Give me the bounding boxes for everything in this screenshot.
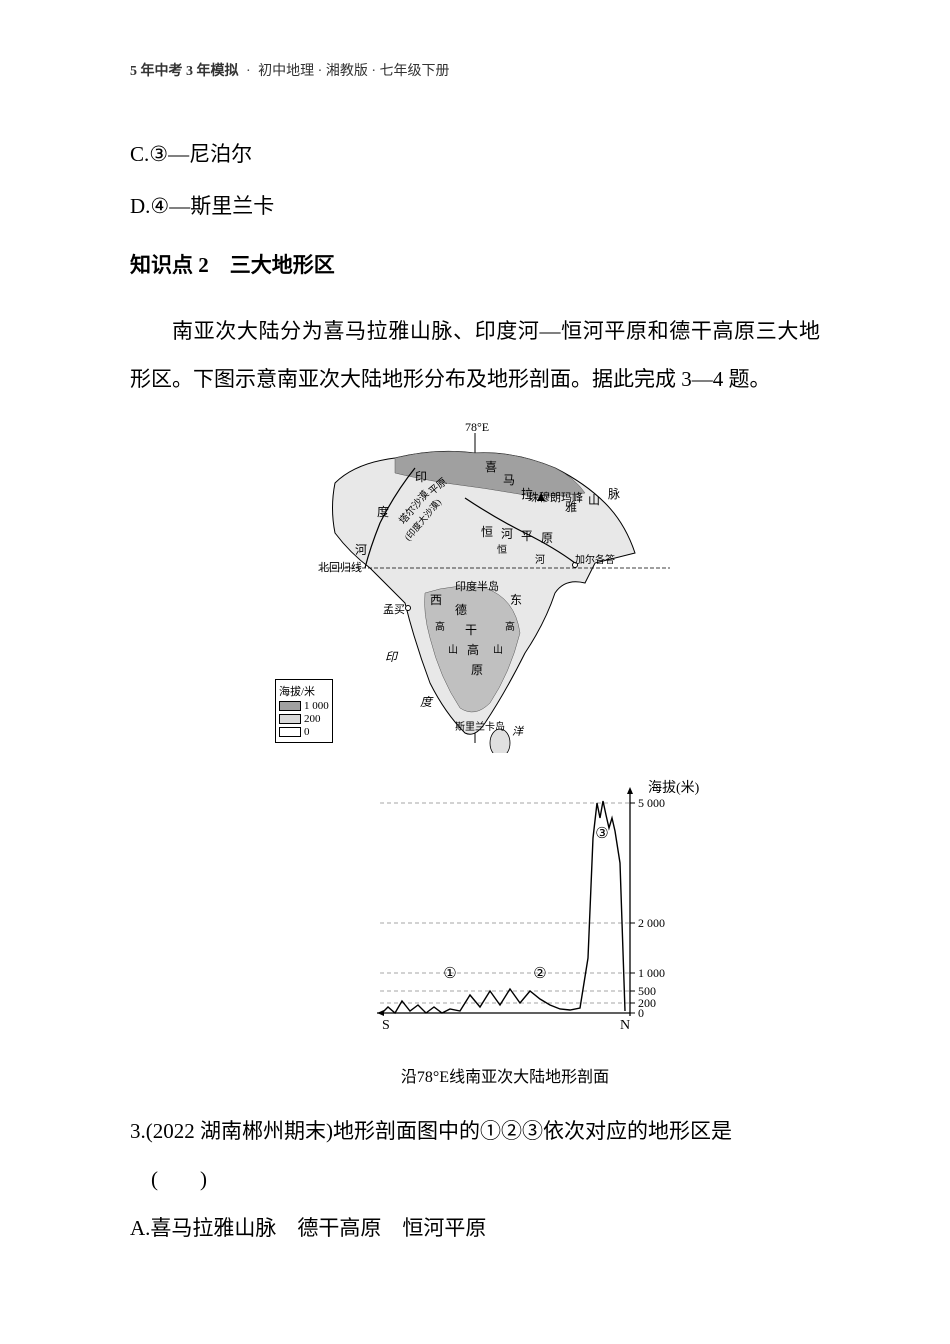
svg-text:200: 200: [638, 996, 656, 1010]
ganges-yuan: 原: [541, 529, 553, 546]
himalaya-xi: 喜: [485, 458, 497, 475]
indian-du: 度: [420, 693, 432, 710]
terrain-profile-chart: 海拔(米)02005001 0002 0005 000SN①②③: [365, 778, 705, 1058]
profile-caption: 沿78°E线南亚次大陆地形剖面: [190, 1063, 820, 1087]
svg-text:S: S: [382, 1018, 390, 1033]
ganges-he: 河: [501, 525, 513, 542]
himalaya-mai: 脉: [608, 485, 620, 502]
ganges-heng: 恒: [481, 523, 493, 540]
header-bold: 5 年中考 3 年模拟: [130, 64, 239, 79]
ghats-zhi-e: 山: [493, 641, 503, 656]
svg-text:1 000: 1 000: [638, 966, 665, 980]
east-ghats: 东: [510, 591, 522, 608]
ganges-river-heng: 恒: [497, 541, 507, 556]
deccan-gan: 干: [465, 621, 477, 638]
legend-swatch-1000: [279, 701, 301, 711]
indus-yin: 印: [415, 468, 427, 485]
ghats-zhi-w: 山: [448, 641, 458, 656]
ganges-river-he: 河: [535, 551, 545, 566]
deccan-de: 德: [455, 601, 467, 618]
question-3-bracket: ( ): [130, 1155, 820, 1203]
svg-text:2 000: 2 000: [638, 916, 665, 930]
svg-text:③: ③: [595, 826, 608, 842]
svg-text:海拔(米): 海拔(米): [648, 780, 700, 796]
profile-figure-container: 海拔(米)02005001 0002 0005 000SN①②③ 沿78°E线南…: [130, 768, 820, 1087]
header-rest: 初中地理 · 湘教版 · 七年级下册: [258, 64, 449, 79]
svg-text:500: 500: [638, 984, 656, 998]
legend-0: 0: [304, 726, 310, 738]
kolkata-label: 加尔各答: [575, 551, 615, 566]
indian-yang: 洋: [512, 723, 523, 739]
indus-du: 度: [377, 503, 389, 520]
ghats-gao-w: 高: [435, 618, 445, 633]
everest-label: 珠穆朗玛峰: [528, 489, 583, 505]
section-2-intro: 南亚次大陆分为喜马拉雅山脉、印度河—恒河平原和德干高原三大地形区。下图示意南亚次…: [130, 307, 820, 404]
himalaya-shan: 山: [588, 491, 600, 508]
lon-label: 78°E: [465, 420, 489, 435]
tropic-label: 北回归线: [318, 559, 362, 575]
svg-text:②: ②: [533, 966, 546, 982]
map-figure-container: 78°E 喜 马 拉 雅 山 脉 珠穆朗玛峰 印 度 河 平原 塔尔沙漠 (印度…: [130, 423, 820, 758]
legend-200: 200: [304, 713, 321, 725]
question-3-text: 3.(2022 湖南郴州期末)地形剖面图中的①②③依次对应的地形区是: [130, 1107, 820, 1155]
mumbai-label: 孟买: [383, 601, 405, 617]
india-peninsula: 印度半岛: [455, 578, 499, 594]
south-asia-map: 78°E 喜 马 拉 雅 山 脉 珠穆朗玛峰 印 度 河 平原 塔尔沙漠 (印度…: [275, 423, 675, 753]
deccan-yuan: 原: [471, 661, 483, 678]
west-ghats: 西: [430, 591, 442, 608]
option-c: C.③—尼泊尔: [130, 130, 820, 178]
page-header: 5 年中考 3 年模拟 · 初中地理 · 湘教版 · 七年级下册: [130, 60, 820, 80]
svg-text:5 000: 5 000: [638, 796, 665, 810]
map-legend: 海拔/米 1 000 200 0: [275, 679, 333, 743]
svg-text:N: N: [620, 1018, 630, 1033]
header-sep: ·: [246, 64, 251, 79]
option-d: D.④—斯里兰卡: [130, 182, 820, 230]
legend-1000: 1 000: [304, 700, 329, 712]
deccan-gao: 高: [467, 641, 479, 658]
ghats-gao-e: 高: [505, 618, 515, 633]
himalaya-ma: 马: [503, 471, 515, 488]
legend-swatch-0: [279, 727, 301, 737]
ganges-ping: 平: [521, 527, 533, 544]
section-2-title: 知识点 2 三大地形区: [130, 249, 820, 279]
indian-yin: 印: [385, 648, 397, 665]
legend-title: 海拔/米: [279, 683, 329, 699]
svg-text:①: ①: [443, 966, 456, 982]
srilanka-label: 斯里兰卡岛: [455, 718, 505, 733]
legend-swatch-200: [279, 714, 301, 724]
question-3-option-a: A.喜马拉雅山脉 德干高原 恒河平原: [130, 1204, 820, 1252]
indus-he: 河: [355, 541, 367, 558]
